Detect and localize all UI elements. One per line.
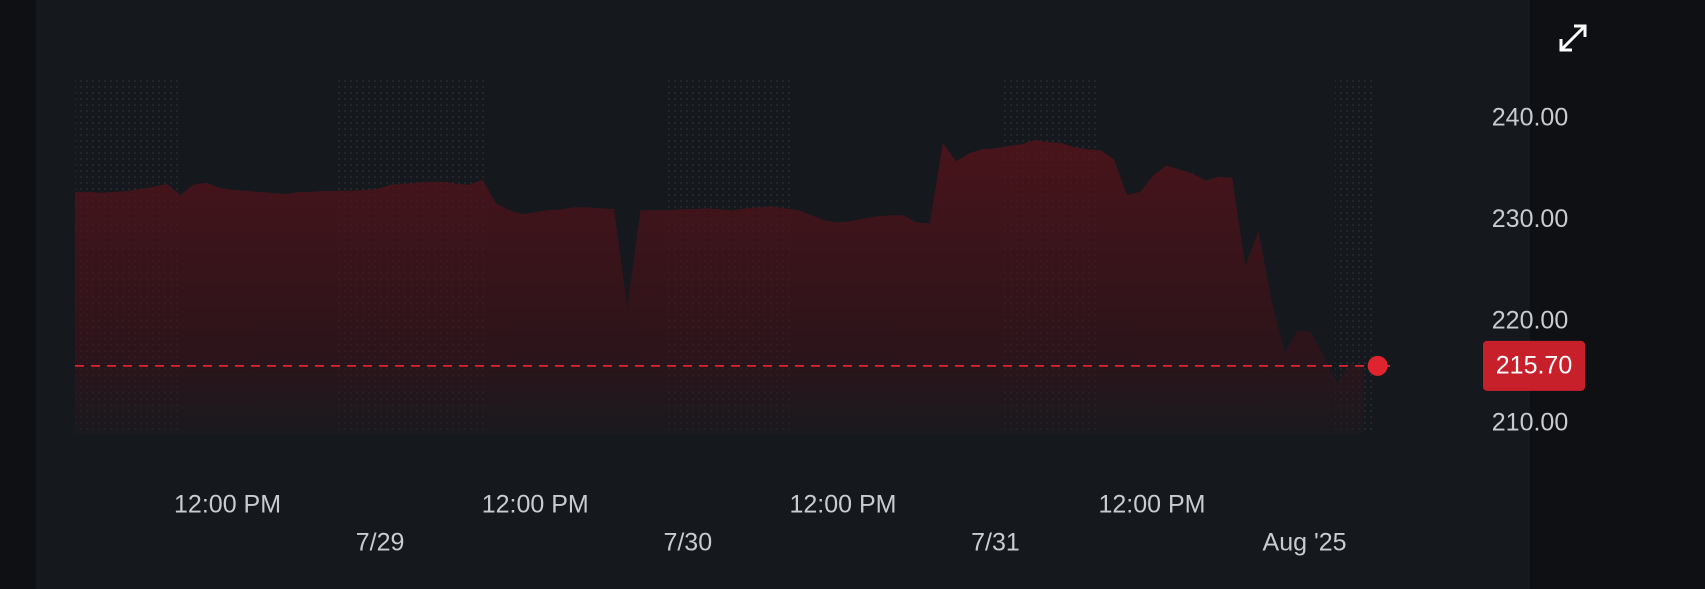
x-tick-label: 12:00 PM [174,491,281,519]
date-tick-label: 7/30 [663,529,712,557]
area-fill [75,140,1364,434]
x-tick-label: 12:00 PM [1098,491,1205,519]
last-price-dot [1367,355,1388,376]
last-price-label: 215.70 [1496,351,1572,379]
date-tick-label: 7/31 [971,529,1020,557]
y-tick-label: 240.00 [1492,103,1568,131]
expand-icon[interactable] [1559,24,1587,52]
x-tick-label: 12:00 PM [482,491,589,519]
y-tick-label: 220.00 [1492,307,1568,335]
y-tick-label: 210.00 [1492,408,1568,436]
x-tick-label: 12:00 PM [789,491,896,519]
y-tick-label: 230.00 [1492,205,1568,233]
date-tick-label: 7/29 [356,529,405,557]
date-tick-label: Aug '25 [1263,529,1347,557]
last-price-box [1483,340,1585,391]
